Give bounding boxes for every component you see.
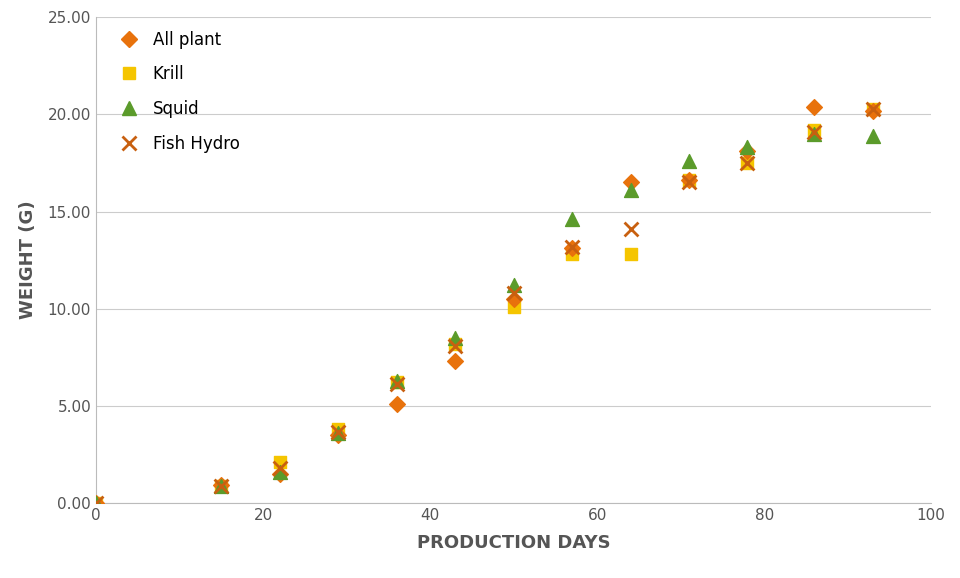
Point [272,469,287,479]
Point [623,178,638,187]
Point [564,250,580,259]
Point [682,178,697,187]
Point [447,341,463,350]
Point [272,467,287,476]
Point [682,176,697,185]
Y-axis label: WEIGHT (G): WEIGHT (G) [18,201,36,320]
Point [213,481,229,491]
Point [564,242,580,251]
X-axis label: PRODUCTION DAYS: PRODUCTION DAYS [417,534,611,552]
Point [272,464,287,473]
Point [865,104,880,113]
Point [740,158,756,168]
Point [447,333,463,342]
Point [623,250,638,259]
Point [389,376,404,385]
Point [682,157,697,166]
Point [272,457,287,466]
Point [447,357,463,366]
Point [330,424,346,434]
Point [865,104,880,113]
Point [389,380,404,389]
Point [213,481,229,491]
Point [806,125,822,135]
Point [865,131,880,140]
Point [740,147,756,156]
Point [564,214,580,224]
Point [564,244,580,253]
Point [506,302,521,312]
Point [506,294,521,303]
Point [740,158,756,168]
Point [806,102,822,112]
Point [865,106,880,115]
Point [330,428,346,438]
Point [330,427,346,436]
Point [506,281,521,290]
Point [88,498,104,507]
Point [623,224,638,234]
Point [88,498,104,507]
Point [506,288,521,298]
Point [88,498,104,507]
Point [623,186,638,195]
Point [213,481,229,491]
Point [447,339,463,348]
Point [740,143,756,152]
Point [806,127,822,136]
Point [330,430,346,439]
Legend: All plant, Krill, Squid, Fish Hydro: All plant, Krill, Squid, Fish Hydro [112,31,240,153]
Point [389,399,404,409]
Point [682,176,697,185]
Point [806,129,822,139]
Point [213,481,229,490]
Point [88,498,104,507]
Point [389,378,404,387]
